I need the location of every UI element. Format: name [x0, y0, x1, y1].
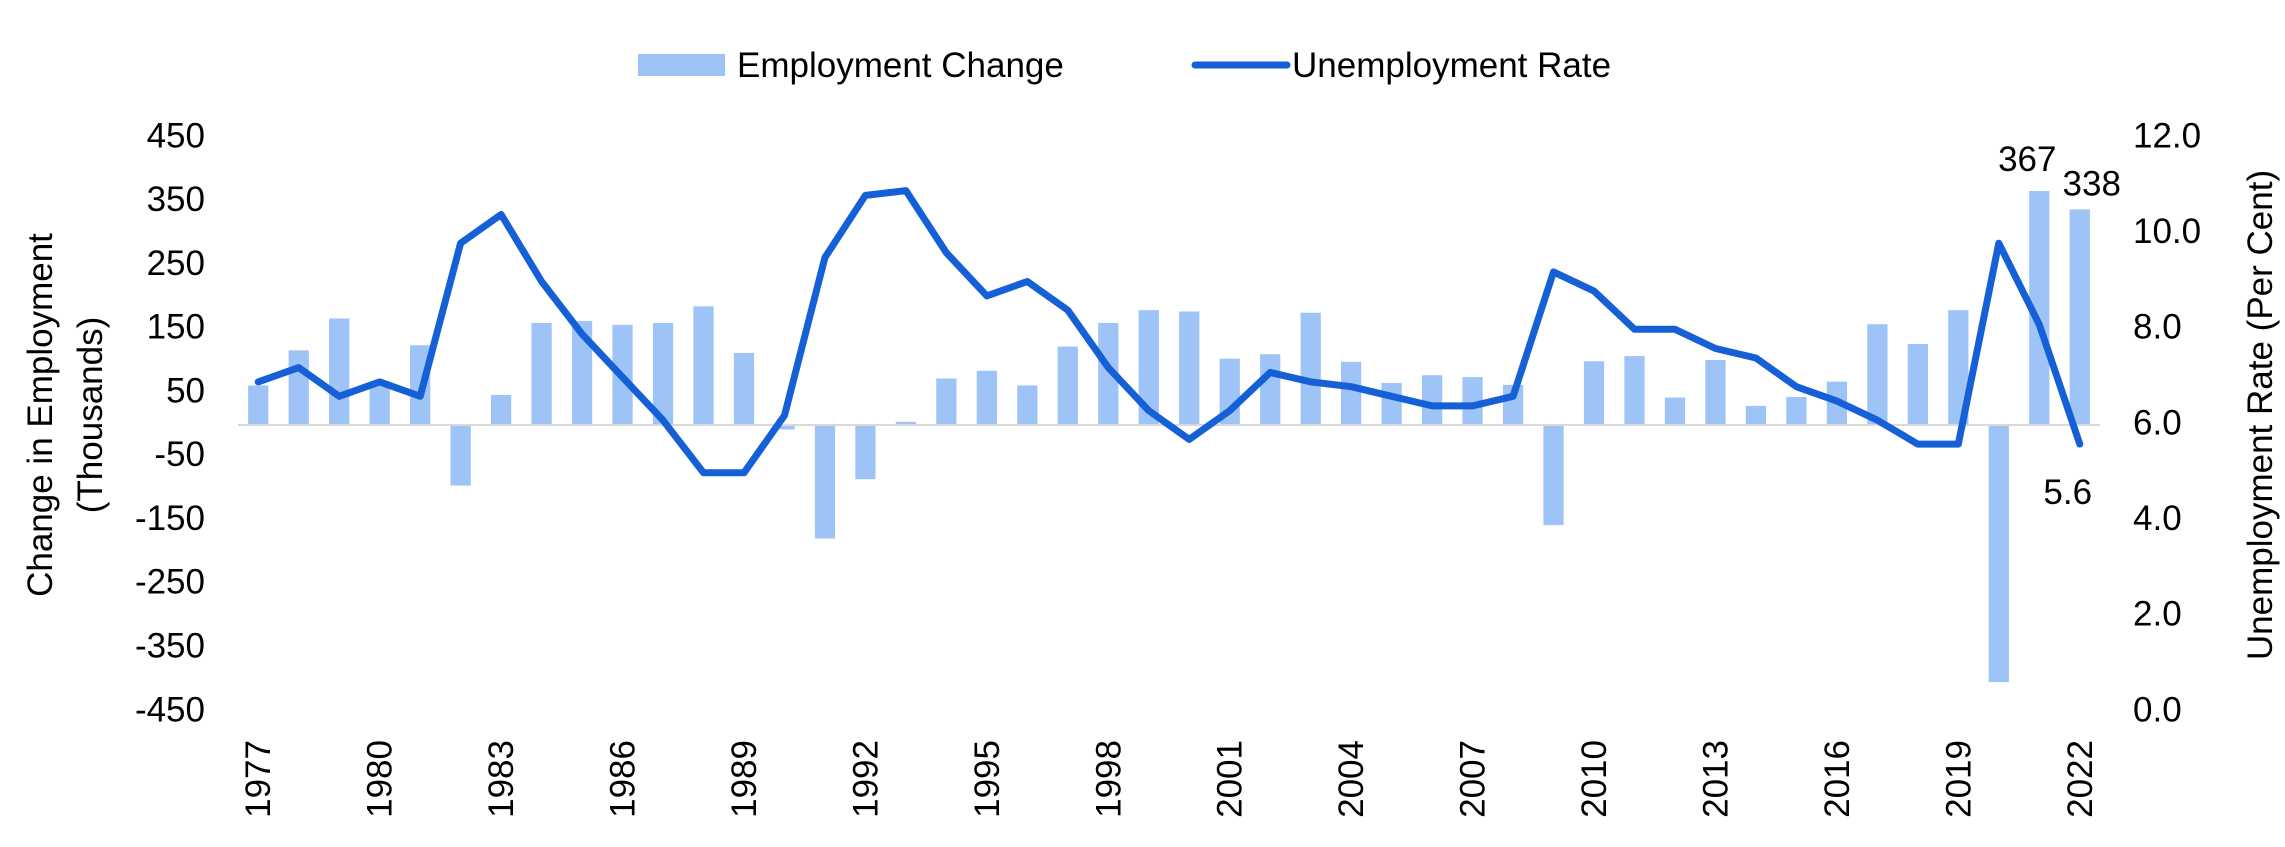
bar-1993: [895, 421, 917, 425]
x-tick-label: 1980: [361, 740, 400, 818]
bar-2013: [1705, 359, 1726, 425]
bar-1980: [369, 385, 390, 425]
x-tick-label: 1989: [725, 740, 764, 818]
left-tick-label: 50: [166, 371, 205, 410]
bar-2002: [1260, 354, 1281, 425]
bar-2015: [1786, 396, 1807, 425]
bar-1983: [490, 395, 512, 425]
right-axis-ticks: 12.0 10.0 8.0 6.0 4.0 2.0 0.0: [2133, 116, 2201, 729]
right-tick-label: 2.0: [2133, 595, 2182, 634]
bar-1982: [450, 425, 471, 486]
x-tick-label: 2019: [1939, 740, 1978, 818]
bar-1998: [1098, 322, 1119, 425]
bar-2020: [1988, 425, 2009, 683]
bar-2004: [1341, 361, 1362, 425]
x-tick-label: 1992: [846, 740, 885, 818]
x-tick-label: 1995: [968, 740, 1007, 818]
left-tick-label: 250: [147, 244, 205, 283]
bar-2009: [1543, 425, 1564, 526]
right-tick-label: 4.0: [2133, 499, 2182, 538]
x-tick-label: 2007: [1454, 740, 1493, 818]
bar-series: [248, 190, 2090, 683]
bar-1977: [248, 385, 269, 425]
x-tick-label: 1998: [1089, 740, 1128, 818]
right-axis-title: Unemployment Rate (Per Cent): [2241, 170, 2280, 660]
bar-1985: [571, 321, 593, 425]
bar-2000: [1179, 311, 1200, 425]
x-tick-label: 2016: [1818, 740, 1857, 818]
unemployment-rate-line: [254, 187, 2084, 477]
right-tick-label: 12.0: [2133, 116, 2201, 155]
bar-2021: [2029, 190, 2050, 425]
bar-2014: [1745, 405, 1767, 425]
x-axis-ticks: 1977 1980 1983 1986 1989 1992 1995 1998 2001 2004…: [239, 740, 2100, 818]
data-label-2022-line: 5.6: [2043, 473, 2092, 512]
bar-1992: [855, 425, 876, 480]
bar-1994: [936, 378, 957, 425]
legend: Employment Change Unemployment Rate: [638, 46, 1611, 85]
left-tick-label: -350: [135, 626, 205, 665]
left-tick-label: 450: [147, 116, 205, 155]
bar-1989: [733, 352, 755, 425]
x-tick-label: 1983: [482, 740, 521, 818]
bar-1979: [329, 318, 350, 425]
bar-1984: [531, 322, 552, 425]
data-label-2022-bar: 338: [2063, 164, 2121, 203]
bar-1991: [814, 425, 836, 539]
bar-2012: [1664, 397, 1686, 425]
left-tick-label: -250: [135, 563, 205, 602]
left-axis-ticks: 450 350 250 150 50 -50 -150 -250 -350 -450: [135, 116, 205, 729]
line-series: [254, 187, 2084, 477]
bar-1999: [1138, 310, 1159, 425]
x-tick-label: 2004: [1332, 740, 1371, 818]
bar-1997: [1057, 346, 1078, 425]
right-tick-label: 6.0: [2133, 403, 2182, 442]
x-tick-label: 1977: [239, 740, 278, 818]
bar-2019: [1948, 310, 1969, 425]
legend-label-unemployment-rate: Unemployment Rate: [1292, 46, 1611, 85]
bar-2011: [1624, 356, 1645, 425]
legend-swatch-employment-change: [638, 54, 725, 76]
bar-1988: [693, 306, 714, 425]
bar-1995: [976, 370, 997, 425]
right-tick-label: 8.0: [2133, 308, 2182, 347]
x-tick-label: 2010: [1575, 740, 1614, 818]
left-tick-label: 150: [147, 308, 205, 347]
bar-2007: [1462, 377, 1483, 425]
bar-1990: [774, 425, 795, 430]
right-tick-label: 10.0: [2133, 212, 2201, 251]
left-axis-title-line2: (Thousands): [71, 317, 110, 513]
x-tick-label: 2001: [1211, 740, 1250, 818]
right-tick-label: 0.0: [2133, 690, 2182, 729]
left-tick-label: -150: [135, 499, 205, 538]
x-tick-label: 1986: [604, 740, 643, 818]
data-label-2021: 367: [1998, 140, 2056, 179]
bar-2017: [1867, 324, 1888, 425]
left-tick-label: 350: [147, 180, 205, 219]
bar-1996: [1017, 385, 1038, 425]
bar-1987: [652, 322, 674, 425]
bar-2003: [1300, 312, 1321, 425]
bar-2006: [1421, 375, 1443, 425]
bar-1978: [288, 350, 309, 425]
bar-2005: [1381, 382, 1402, 425]
legend-label-employment-change: Employment Change: [737, 46, 1064, 85]
x-tick-label: 2022: [2061, 740, 2100, 818]
bar-2018: [1907, 344, 1928, 425]
x-tick-label: 2013: [1696, 740, 1735, 818]
bar-2010: [1583, 361, 1605, 425]
left-tick-label: -450: [135, 690, 205, 729]
left-tick-label: -50: [154, 435, 205, 474]
bar-2022: [2069, 209, 2090, 425]
left-axis-title-line1: Change in Employment: [21, 233, 60, 597]
